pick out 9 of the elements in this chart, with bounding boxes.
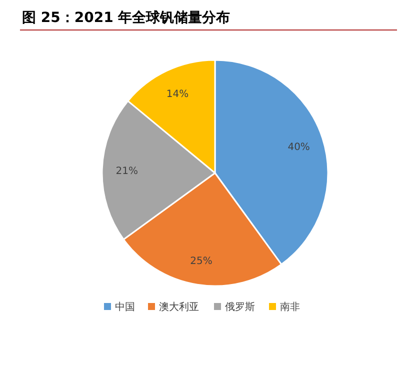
legend-label: 澳大利亚 — [159, 301, 199, 313]
legend-label: 俄罗斯 — [225, 301, 255, 313]
chart-title: 图 25：2021 年全球钒储量分布 — [22, 10, 230, 26]
legend-label: 南非 — [280, 301, 300, 313]
data-label: 14% — [166, 89, 189, 100]
legend-label: 中国 — [115, 301, 135, 313]
data-label: 21% — [116, 166, 138, 178]
data-label: 40% — [288, 142, 310, 153]
data-label: 25% — [190, 256, 212, 268]
